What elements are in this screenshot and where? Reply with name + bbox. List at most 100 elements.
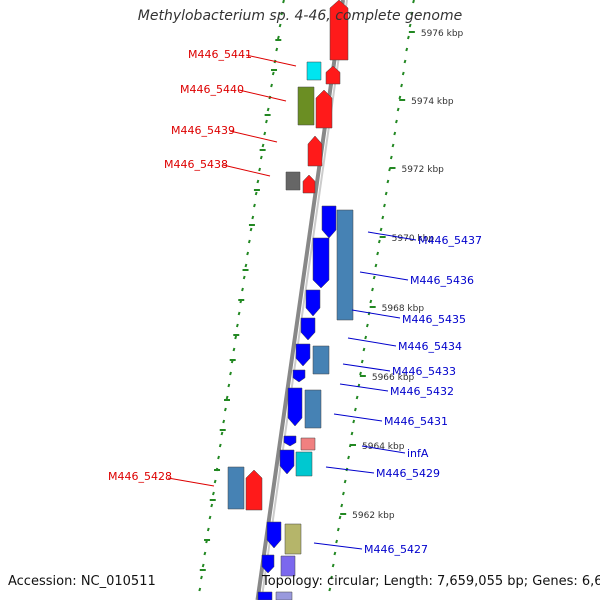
outer-ruler-dot xyxy=(282,0,285,4)
gene-leader-line xyxy=(333,413,383,422)
gene-arrow-red xyxy=(315,89,333,129)
inner-ruler-dot xyxy=(377,239,381,244)
inner-ruler-dot xyxy=(360,359,364,364)
outer-ruler-dot xyxy=(218,443,222,448)
inner-ruler-dot xyxy=(335,539,339,544)
inner-ruler-dot xyxy=(412,0,415,4)
gene-arrow-red xyxy=(245,469,263,511)
inner-ruler-dot xyxy=(391,143,395,148)
outer-ruler-dot xyxy=(253,203,256,208)
inner-ruler-dot xyxy=(354,407,357,412)
outer-ruler-dot xyxy=(270,83,273,88)
inner-ruler-dot xyxy=(386,179,390,184)
gene-box-pink xyxy=(300,437,316,451)
outer-ruler-dot xyxy=(235,323,239,328)
gene-leader-line xyxy=(351,309,401,319)
inner-ruler-dot xyxy=(401,71,405,76)
inner-ruler-dot xyxy=(350,431,354,436)
gene-box-steelblue xyxy=(312,345,330,375)
gene-arrow-blue xyxy=(305,289,321,317)
outer-ruler-dot xyxy=(222,419,226,424)
gene-arrow-blue xyxy=(279,449,295,475)
gene-label: M446_5436 xyxy=(410,274,474,287)
inner-ruler-dot xyxy=(359,371,362,376)
outer-ruler-dot xyxy=(220,431,224,436)
gene-leader-line xyxy=(229,130,278,143)
gene-box-gray xyxy=(285,171,301,191)
gene-box-lavender xyxy=(275,591,293,601)
kbp-tick-label: 5974 kbp xyxy=(411,97,454,107)
inner-ruler-dot xyxy=(336,527,340,532)
outer-ruler-dot xyxy=(237,311,241,316)
inner-ruler-dot xyxy=(328,587,332,592)
inner-ruler-dot xyxy=(347,455,350,460)
gene-arrow-blue xyxy=(283,435,297,447)
inner-ruler-dot xyxy=(371,287,374,292)
inner-ruler-dot xyxy=(393,131,397,136)
gene-label: M446_5428 xyxy=(108,470,172,483)
inner-ruler-dot xyxy=(407,35,410,40)
inner-ruler-dot xyxy=(338,515,342,520)
inner-ruler-dot xyxy=(405,47,409,52)
inner-ruler-dot xyxy=(333,551,337,556)
gene-leader-line xyxy=(222,164,271,177)
inner-ruler-dot xyxy=(331,563,335,568)
inner-ruler-dot xyxy=(352,419,356,424)
inner-ruler-dot xyxy=(372,275,376,280)
gene-arrow-blue xyxy=(266,521,282,549)
gene-box-cyan xyxy=(306,61,322,81)
outer-ruler-dot xyxy=(232,347,236,352)
outer-ruler-dot xyxy=(241,287,244,292)
inner-ruler-dot xyxy=(355,395,359,400)
gene-leader-line xyxy=(238,89,287,102)
kbp-tick-label: 5964 kbp xyxy=(362,442,405,452)
outer-ruler-dot xyxy=(258,167,262,172)
gene-label: M446_5432 xyxy=(390,385,454,398)
inner-ruler-dot xyxy=(369,299,373,304)
outer-ruler-dot xyxy=(265,119,268,124)
gene-leader-line xyxy=(325,466,375,474)
outer-ruler-dot xyxy=(242,275,246,280)
gene-leader-line xyxy=(339,383,389,392)
gene-box-cyan xyxy=(295,451,313,477)
outer-ruler-dot xyxy=(244,263,248,268)
inner-ruler-dot xyxy=(398,95,402,100)
gene-box-steelblue xyxy=(304,389,322,429)
outer-ruler-dot xyxy=(229,371,232,376)
inner-ruler-dot xyxy=(379,227,383,232)
gene-box-blue xyxy=(257,591,273,601)
kbp-tick-label: 5968 kbp xyxy=(382,304,425,314)
outer-ruler-dot xyxy=(266,107,270,112)
gene-label: M446_5441 xyxy=(188,48,252,61)
inner-ruler-dot xyxy=(365,323,369,328)
outer-ruler-dot xyxy=(203,551,207,556)
gene-leader-line xyxy=(245,54,297,67)
gene-arrow-red xyxy=(325,65,341,85)
inner-ruler-dot xyxy=(374,263,378,268)
gene-leader-line xyxy=(359,271,409,281)
outer-ruler-dot xyxy=(275,47,279,52)
inner-ruler-dot xyxy=(403,59,407,64)
inner-ruler-dot xyxy=(384,191,388,196)
outer-ruler-dot xyxy=(247,239,251,244)
inner-ruler-dot xyxy=(396,107,400,112)
gene-label: M446_5427 xyxy=(364,543,428,556)
outer-ruler-dot xyxy=(271,71,275,76)
gene-arrow-blue xyxy=(292,369,306,383)
inner-ruler-dot xyxy=(376,251,380,256)
outer-ruler-dot xyxy=(246,251,250,256)
inner-ruler-dot xyxy=(330,575,333,580)
gene-arrow-blue xyxy=(312,237,330,289)
outer-ruler-dot xyxy=(208,515,212,520)
outer-ruler-dot xyxy=(251,215,255,220)
outer-ruler-dot xyxy=(198,587,202,592)
inner-ruler-dot xyxy=(362,347,366,352)
inner-ruler-dot xyxy=(364,335,368,340)
outer-ruler-dot xyxy=(263,131,267,136)
outer-ruler-dot xyxy=(254,191,258,196)
gene-arrow-red xyxy=(329,0,349,61)
gene-arrow-blue xyxy=(295,343,311,367)
inner-ruler-dot xyxy=(400,83,403,88)
gene-leader-line xyxy=(313,542,363,550)
